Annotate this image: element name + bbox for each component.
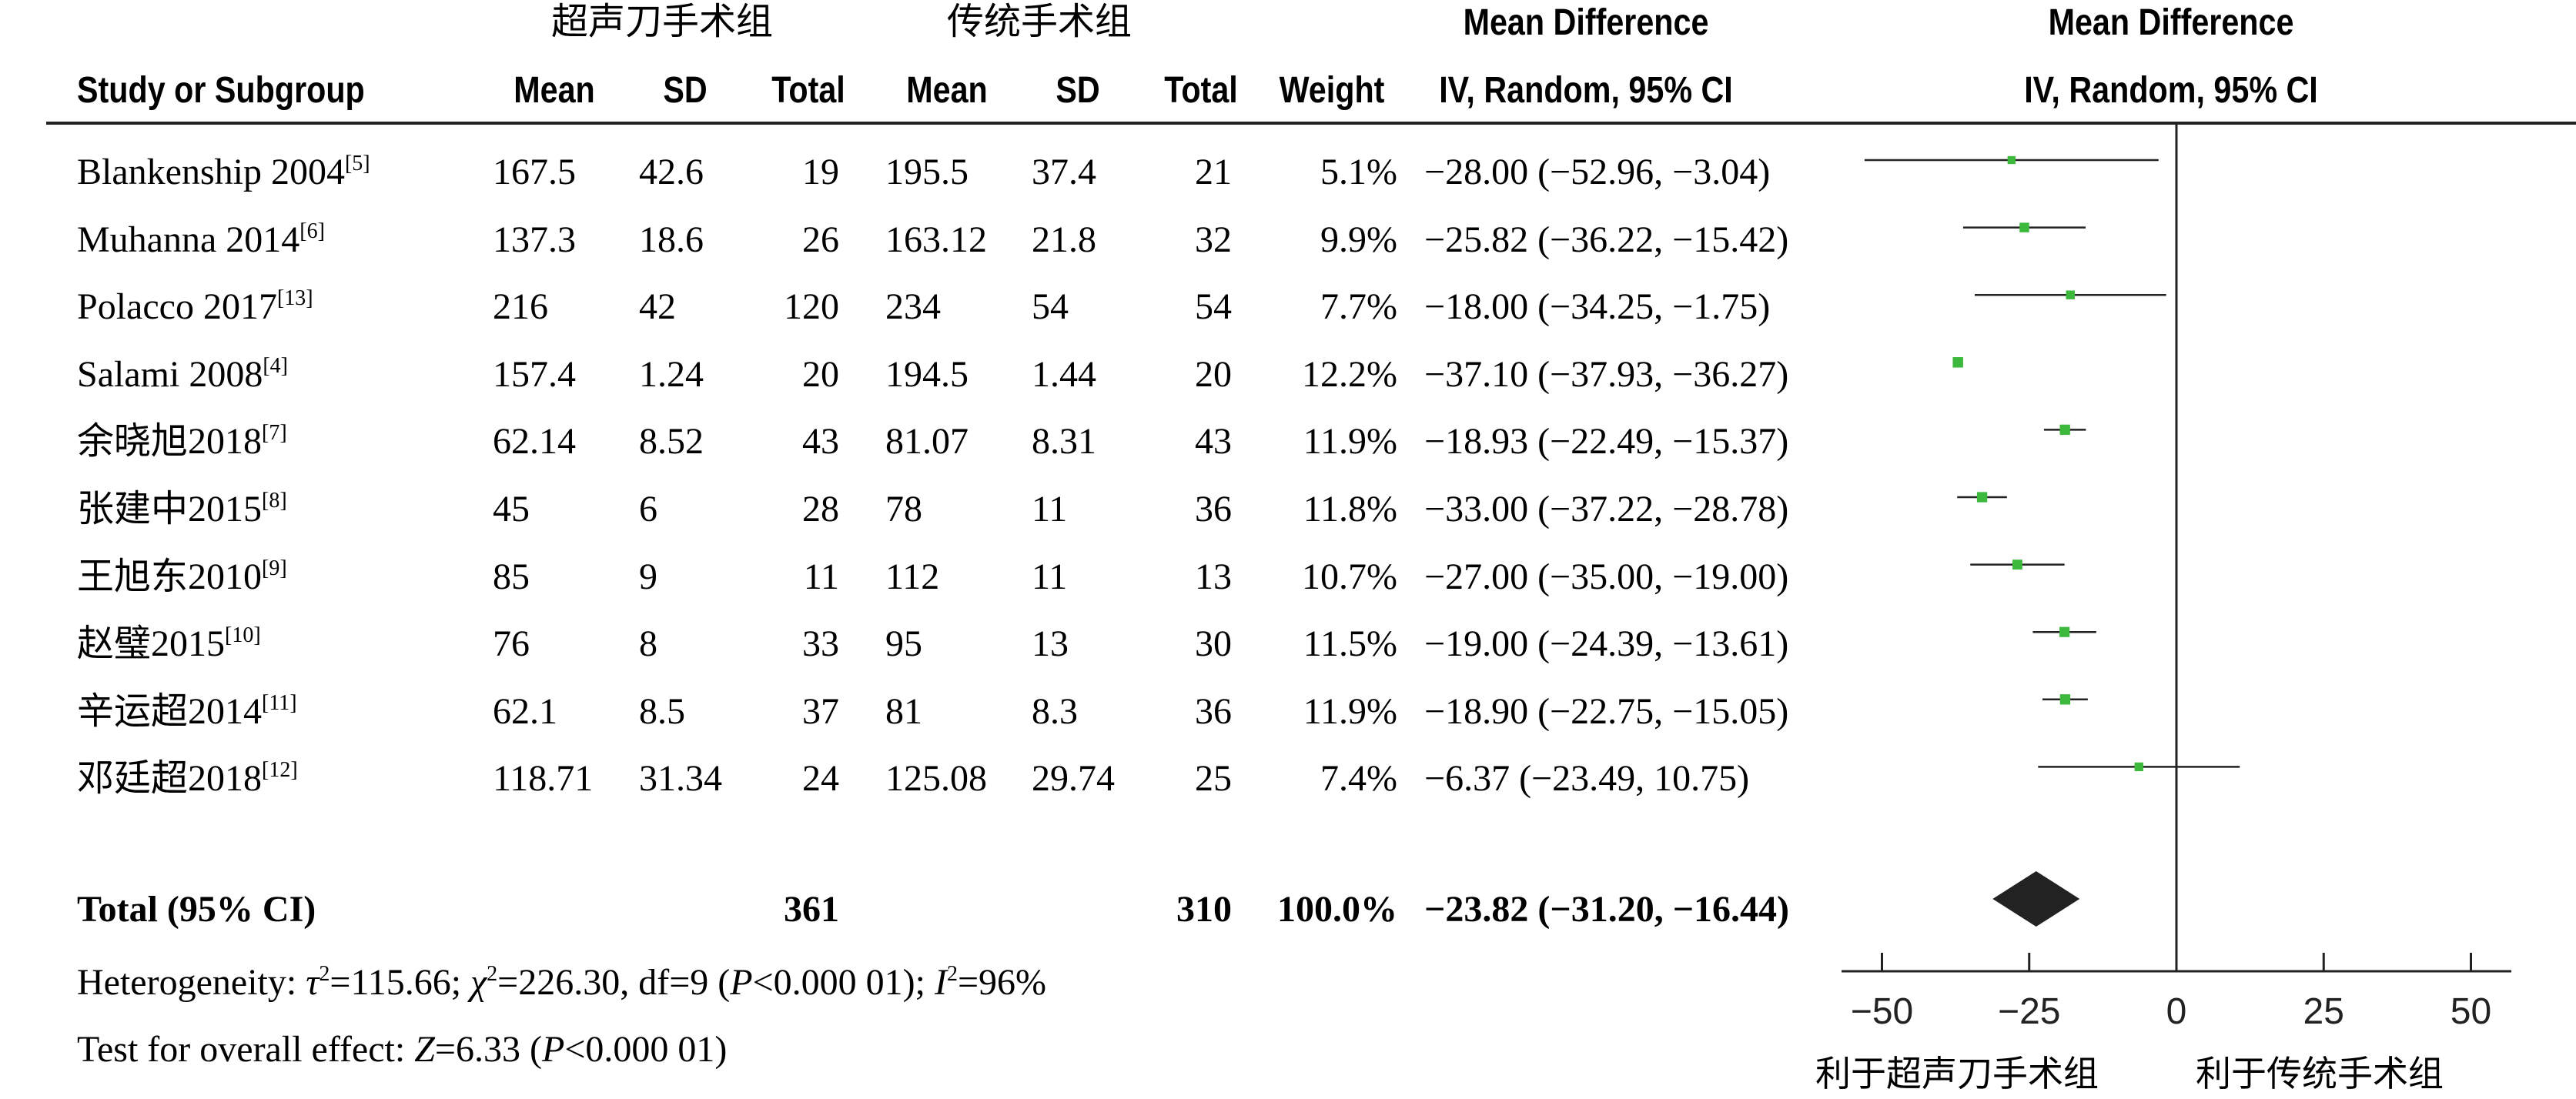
point-estimate [2008, 156, 2016, 164]
x-tick-label: 50 [2451, 991, 2491, 1032]
point-estimate [1977, 492, 1987, 502]
point-estimate [1952, 357, 1962, 367]
x-tick-label: 0 [2166, 991, 2187, 1032]
favours-left-label: 利于超声刀手术组 [1815, 1056, 2099, 1091]
x-tick-label: 25 [2303, 991, 2344, 1032]
point-estimate [2135, 763, 2143, 771]
pooled-diamond [1992, 871, 2079, 927]
point-estimate [2059, 627, 2069, 637]
x-tick-label: −25 [1998, 991, 2060, 1032]
point-estimate [2060, 694, 2070, 704]
favours-right-label: 利于传统手术组 [2196, 1056, 2444, 1091]
x-tick-label: −50 [1851, 991, 1913, 1032]
point-estimate [2066, 290, 2075, 299]
point-estimate [2060, 425, 2070, 435]
point-estimate [2019, 222, 2029, 232]
point-estimate [2012, 560, 2022, 570]
